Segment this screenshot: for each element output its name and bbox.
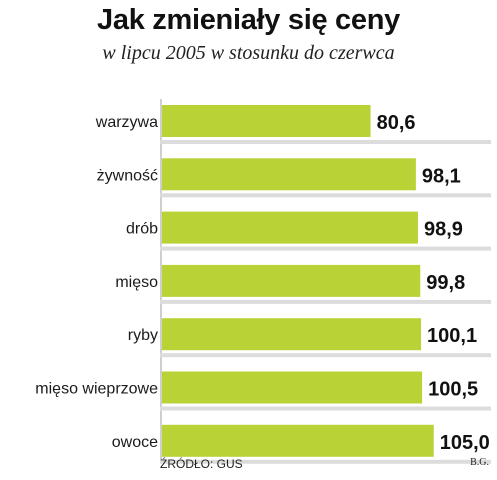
value-label: 98,1 xyxy=(422,165,461,187)
category-label: warzywa xyxy=(95,114,158,131)
bar xyxy=(162,371,423,404)
category-label: mięso xyxy=(115,274,158,291)
chart-title: Jak zmieniały się ceny xyxy=(97,4,400,36)
bar xyxy=(162,424,434,457)
value-label: 100,1 xyxy=(427,325,477,347)
chart-subtitle: w lipcu 2005 w stosunku do czerwca xyxy=(102,42,395,64)
row-stripe xyxy=(160,406,491,411)
row-stripe xyxy=(160,193,491,198)
value-label: 98,9 xyxy=(424,219,463,241)
value-label: 100,5 xyxy=(428,379,478,401)
value-label: 99,8 xyxy=(426,272,465,294)
row-stripe xyxy=(160,246,491,251)
row-stripe xyxy=(160,140,491,144)
row-stripe xyxy=(160,353,491,358)
category-label: drób xyxy=(126,221,158,238)
bar xyxy=(162,211,418,244)
category-label: mięso wieprzowe xyxy=(35,381,158,398)
category-label: żywność xyxy=(97,167,158,184)
value-label: 80,6 xyxy=(377,112,416,134)
value-label: 105,0 xyxy=(440,432,490,454)
category-label: ryby xyxy=(128,327,158,344)
bar xyxy=(162,318,422,351)
author-initials: B.G. xyxy=(470,457,489,468)
row-stripe xyxy=(160,299,491,304)
bar xyxy=(162,158,416,191)
bar xyxy=(162,264,421,297)
category-label: owoce xyxy=(112,434,158,451)
bar xyxy=(162,105,371,137)
source-note: ŹRÓDŁO: GUS xyxy=(160,457,243,471)
row-stripe xyxy=(160,459,491,464)
